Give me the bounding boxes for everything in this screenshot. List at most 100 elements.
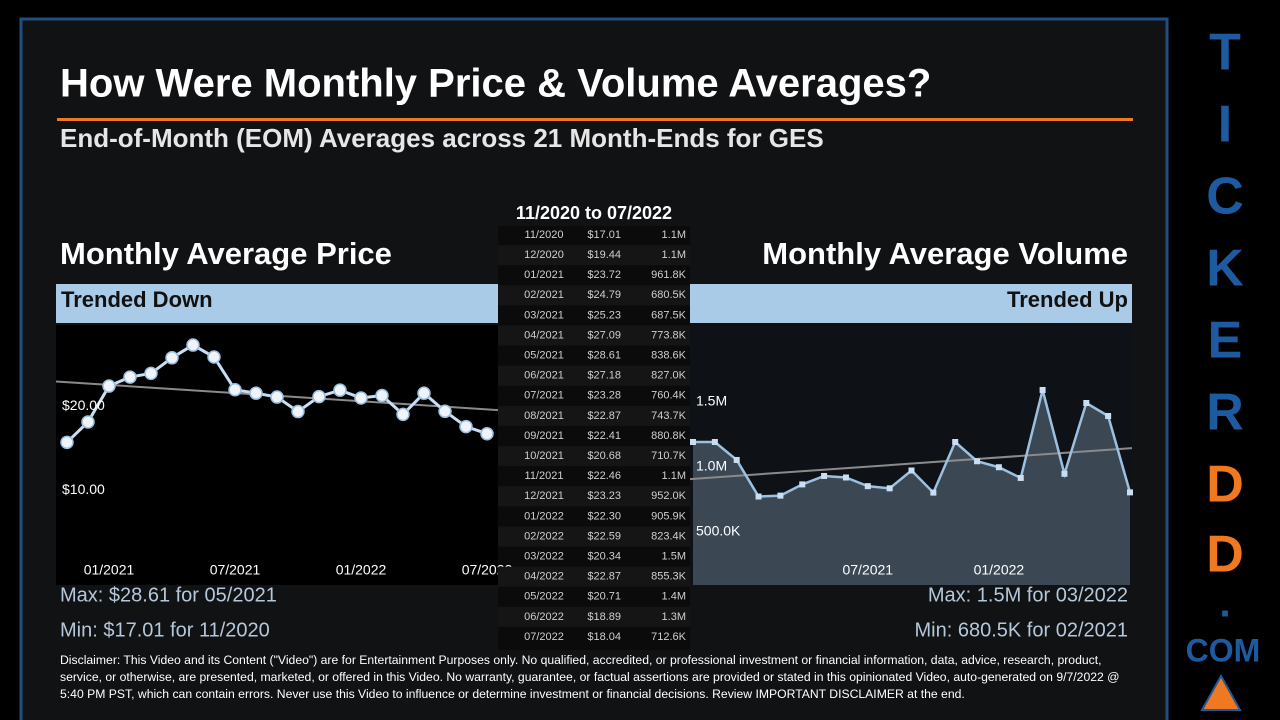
marker bbox=[1083, 400, 1090, 406]
table-row-bg bbox=[498, 405, 690, 426]
max-label: Max: 1.5M for 03/2022 bbox=[928, 584, 1128, 606]
table-cell: 11/2020 bbox=[525, 229, 564, 241]
table-cell: 03/2021 bbox=[524, 309, 564, 321]
table-cell: $20.68 bbox=[587, 450, 621, 462]
table-cell: $27.18 bbox=[587, 370, 621, 382]
y-tick-label: $20.00 bbox=[62, 397, 105, 413]
table-row-bg bbox=[498, 245, 690, 266]
marker bbox=[1061, 470, 1068, 477]
marker bbox=[733, 456, 740, 463]
table-cell: 10/2021 bbox=[524, 450, 564, 462]
marker bbox=[102, 379, 116, 393]
marker bbox=[908, 467, 915, 474]
brand-letter: D bbox=[1206, 456, 1244, 514]
table-cell: 823.4K bbox=[651, 530, 687, 542]
brand-logo bbox=[1200, 673, 1242, 711]
table-row-bg bbox=[498, 486, 690, 507]
area bbox=[693, 390, 1130, 585]
table-cell: 961.8K bbox=[651, 269, 687, 281]
table-cell: 01/2021 bbox=[524, 269, 564, 281]
marker bbox=[438, 404, 452, 419]
marker bbox=[249, 386, 263, 400]
marker bbox=[207, 350, 221, 364]
x-tick-label: 01/2022 bbox=[336, 562, 387, 578]
marker bbox=[755, 493, 762, 500]
table-cell: 712.6K bbox=[651, 631, 687, 643]
table-cell: 855.3K bbox=[651, 571, 687, 583]
chart-title: Monthly Average Volume bbox=[762, 236, 1128, 271]
table-cell: 827.0K bbox=[651, 370, 687, 382]
brand-letter: I bbox=[1218, 96, 1232, 154]
table-cell: 1.1M bbox=[662, 229, 686, 241]
table-cell: 11/2021 bbox=[525, 470, 564, 482]
table-cell: $20.34 bbox=[587, 551, 621, 563]
table-cell: $18.04 bbox=[587, 631, 621, 643]
brand-letter: R bbox=[1206, 384, 1244, 442]
marker bbox=[1017, 474, 1024, 481]
table-cell: 02/2022 bbox=[524, 530, 564, 542]
table-row-bg bbox=[498, 526, 690, 547]
y-tick-label: 500.0K bbox=[696, 523, 741, 539]
table-cell: 07/2021 bbox=[524, 390, 564, 402]
marker bbox=[270, 390, 284, 404]
brand-letter: T bbox=[1209, 24, 1241, 82]
table-cell: $23.72 bbox=[587, 269, 621, 281]
marker bbox=[186, 338, 200, 352]
table-cell: 03/2022 bbox=[524, 551, 564, 563]
table-cell: 880.8K bbox=[651, 430, 687, 442]
marker bbox=[930, 489, 937, 496]
table-cell: 08/2021 bbox=[524, 410, 564, 422]
brand-letter: . bbox=[1219, 582, 1230, 626]
marker bbox=[81, 415, 95, 429]
table-row-bg bbox=[498, 365, 690, 386]
title-rule bbox=[57, 118, 1133, 121]
table-cell: $22.41 bbox=[587, 430, 621, 442]
table-cell: $22.59 bbox=[587, 530, 621, 542]
table-cell: 773.8K bbox=[651, 329, 687, 341]
x-tick-label: 01/2021 bbox=[84, 562, 135, 578]
table-cell: $22.30 bbox=[587, 510, 621, 522]
brand-letter: COM bbox=[1186, 632, 1261, 668]
table-cell: 1.1M bbox=[662, 470, 686, 482]
trend-label: Trended Down bbox=[61, 287, 213, 312]
table-cell: 04/2021 bbox=[524, 329, 564, 341]
min-label: Min: $17.01 for 11/2020 bbox=[60, 619, 270, 641]
y-tick-label: $10.00 bbox=[62, 481, 105, 497]
table-cell: $17.01 bbox=[587, 229, 621, 241]
marker bbox=[396, 407, 410, 422]
table-cell: $20.71 bbox=[587, 591, 621, 603]
marker bbox=[842, 474, 849, 481]
table-cell: 743.7K bbox=[651, 410, 687, 422]
table-cell: 710.7K bbox=[651, 450, 687, 462]
table-cell: $23.23 bbox=[587, 490, 621, 502]
marker bbox=[799, 481, 806, 488]
marker bbox=[144, 366, 158, 381]
table-cell: 838.6K bbox=[651, 350, 687, 362]
table-cell: 680.5K bbox=[651, 289, 687, 301]
marker bbox=[864, 483, 871, 490]
trend-band bbox=[690, 284, 1132, 323]
marker bbox=[375, 388, 389, 403]
marker bbox=[123, 370, 137, 384]
marker bbox=[952, 439, 959, 445]
brand-letter: D bbox=[1206, 526, 1244, 584]
brand-letter: C bbox=[1206, 168, 1244, 226]
marker bbox=[354, 391, 368, 405]
marker bbox=[228, 382, 242, 397]
marker bbox=[1105, 413, 1112, 419]
table-cell: 952.0K bbox=[651, 490, 687, 502]
table-cell: 905.9K bbox=[651, 510, 687, 522]
table-row-bg bbox=[498, 325, 690, 346]
table-cell: 04/2022 bbox=[524, 571, 564, 583]
table-cell: $24.79 bbox=[587, 289, 621, 301]
marker bbox=[480, 426, 494, 441]
table-cell: 1.3M bbox=[662, 611, 686, 623]
table-cell: 09/2021 bbox=[524, 430, 564, 442]
marker bbox=[777, 492, 784, 499]
subtitle: End-of-Month (EOM) Averages across 21 Mo… bbox=[60, 123, 824, 153]
table-cell: $25.23 bbox=[587, 309, 621, 321]
trend-band bbox=[56, 284, 498, 323]
table-cell: $23.28 bbox=[587, 390, 621, 402]
marker bbox=[711, 439, 718, 445]
